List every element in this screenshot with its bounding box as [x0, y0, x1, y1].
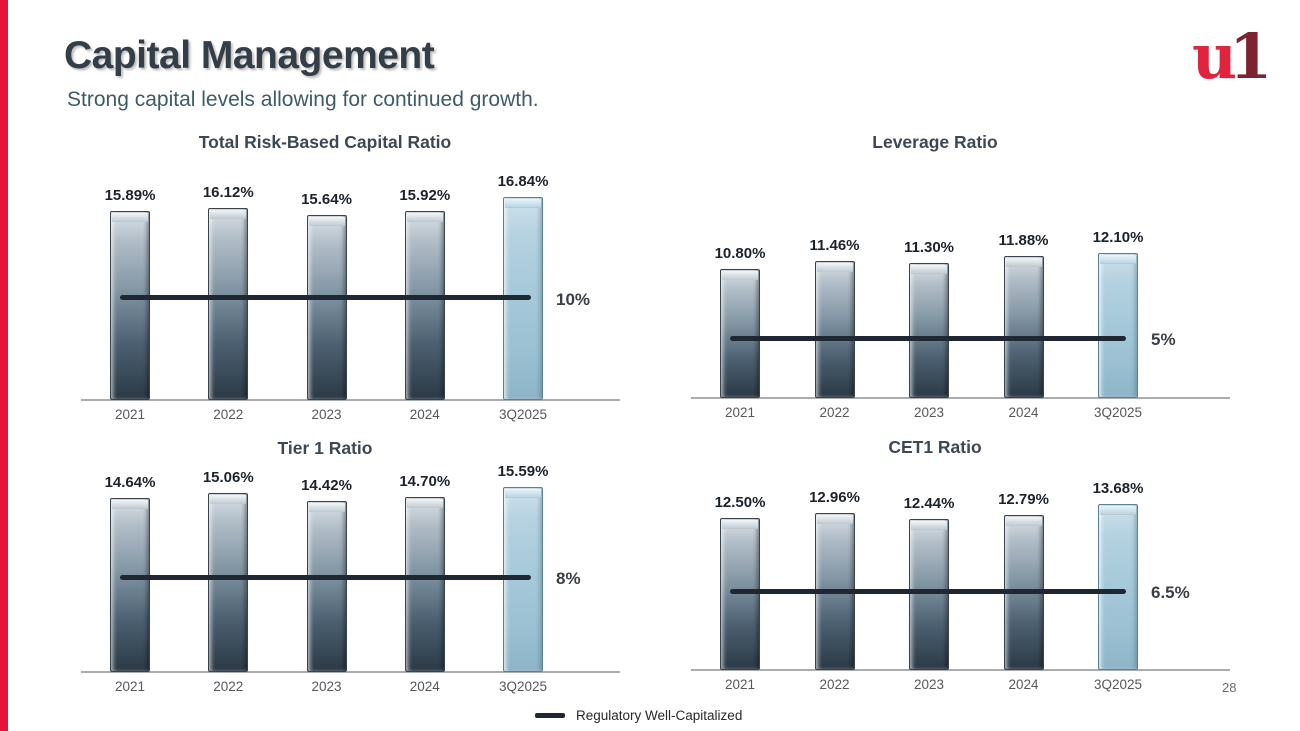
bar-value-label: 15.06%: [202, 469, 254, 487]
chart-total-risk-based-capital-ratio: Total Risk-Based Capital Ratio 15.89% 202…: [81, 132, 630, 432]
bar-value-label: 14.42%: [301, 476, 352, 494]
bar-2023: [909, 518, 949, 670]
bar-value-label: 16.12%: [202, 183, 254, 201]
bar-value-label: 11.46%: [809, 236, 860, 254]
bar-2023: [306, 500, 347, 672]
left-accent-bar: [0, 0, 8, 731]
logo-u-glyph: u: [1192, 20, 1238, 93]
bar-2024: [404, 210, 445, 400]
x-axis-label: 3Q2025: [498, 407, 548, 422]
chart-title: Tier 1 Ratio: [277, 438, 373, 458]
x-axis-label: 2023: [913, 405, 945, 420]
bar-2023: [306, 214, 347, 400]
x-axis-label: 2023: [311, 679, 342, 694]
x-axis-label: 2024: [1008, 677, 1039, 692]
legend: Regulatory Well-Capitalized: [535, 708, 742, 723]
bar-2021: [720, 518, 760, 670]
x-axis-line: [81, 399, 620, 401]
x-axis-label: 2024: [409, 679, 440, 694]
bar-value-label: 15.92%: [399, 186, 451, 204]
chart-leverage-ratio: Leverage Ratio 10.80% 2021 11.46% 2022 11.30…: [691, 132, 1240, 432]
threshold-label: 5%: [1151, 330, 1176, 350]
bar-value-label: 15.59%: [497, 462, 549, 480]
x-axis-line: [691, 397, 1230, 399]
bar-value-label: 13.68%: [1092, 479, 1144, 497]
x-axis-label: 2023: [311, 407, 342, 422]
chart-plot-area: 14.64% 2021 15.06% 2022 14.42% 2023 14.70% 2024…: [81, 463, 620, 694]
chart-plot-area: 12.50% 2021 12.96% 2022 12.44% 2023 12.79% 2024…: [691, 480, 1230, 692]
bar-2024: [404, 497, 445, 672]
legend-label: Regulatory Well-Capitalized: [576, 708, 743, 723]
x-axis-label: 2021: [724, 677, 756, 692]
threshold-line: [730, 335, 1126, 341]
bar-2021: [720, 268, 760, 398]
x-axis-label: 2023: [913, 677, 945, 692]
threshold-label: 6.5%: [1151, 583, 1190, 603]
chart-title: CET1 Ratio: [888, 437, 982, 457]
threshold-line: [120, 295, 531, 300]
bar-2024: [1003, 255, 1044, 398]
chart-plot-area: 15.89% 2021 16.12% 2022 15.64% 2023 15.92% 2024…: [81, 173, 620, 422]
bar-2021: [110, 498, 150, 672]
x-axis-label: 2022: [213, 679, 244, 694]
page-title: Capital Management: [64, 34, 435, 77]
x-axis-label: 3Q2025: [1093, 677, 1143, 692]
x-axis-line: [81, 671, 620, 673]
bar-value-label: 14.64%: [104, 474, 156, 492]
bar-2021: [110, 211, 150, 400]
x-axis-label: 3Q2025: [1093, 405, 1143, 420]
bar-value-label: 12.44%: [903, 494, 955, 512]
chart-tier-1-ratio: Tier 1 Ratio 14.64% 2021 15.06% 2022 14.42% 2…: [81, 438, 630, 728]
bar-value-label: 15.89%: [104, 187, 156, 205]
page-subtitle: Strong capital levels allowing for conti…: [67, 88, 539, 111]
bar-2022: [208, 207, 249, 400]
threshold-label: 8%: [556, 569, 581, 588]
bar-2022: [814, 260, 855, 398]
bar-value-label: 16.84%: [497, 173, 549, 191]
bar-3Q2025: [1098, 253, 1138, 398]
bar-value-label: 12.50%: [714, 494, 766, 512]
legend-line-swatch: [535, 713, 565, 718]
logo-1-glyph: 1: [1229, 20, 1273, 93]
company-logo: u1: [1192, 26, 1272, 88]
x-axis-label: 2021: [114, 679, 146, 694]
x-axis-label: 3Q2025: [498, 679, 548, 694]
chart-cet1-ratio: CET1 Ratio 12.50% 2021 12.96% 2022 12.44% 202…: [691, 437, 1240, 727]
x-axis-label: 2021: [724, 405, 756, 420]
x-axis-label: 2021: [114, 407, 146, 422]
bar-2023: [909, 262, 949, 398]
bar-value-label: 11.30%: [903, 238, 955, 256]
x-axis-label: 2024: [1008, 405, 1039, 420]
bar-value-label: 11.88%: [998, 231, 1049, 249]
bar-value-label: 14.70%: [399, 473, 451, 491]
bar-value-label: 10.80%: [714, 244, 766, 262]
chart-title: Total Risk-Based Capital Ratio: [198, 132, 452, 152]
bar-value-label: 15.64%: [301, 190, 352, 208]
x-axis-label: 2024: [409, 407, 440, 422]
threshold-line: [120, 574, 531, 580]
threshold-line: [730, 588, 1126, 594]
bar-value-label: 12.79%: [998, 490, 1049, 508]
bar-value-label: 12.96%: [809, 488, 860, 506]
x-axis-label: 2022: [819, 677, 850, 692]
bar-3Q2025: [1098, 503, 1138, 670]
x-axis-label: 2022: [213, 407, 244, 422]
page-number: 28: [1222, 680, 1237, 695]
x-axis-label: 2022: [819, 405, 850, 420]
bar-2022: [208, 493, 249, 672]
chart-title: Leverage Ratio: [872, 132, 998, 152]
chart-plot-area: 10.80% 2021 11.46% 2022 11.30% 2023 11.88% 2024…: [691, 229, 1230, 420]
bar-value-label: 12.10%: [1092, 229, 1144, 247]
threshold-label: 10%: [556, 289, 591, 309]
x-axis-line: [691, 669, 1230, 671]
